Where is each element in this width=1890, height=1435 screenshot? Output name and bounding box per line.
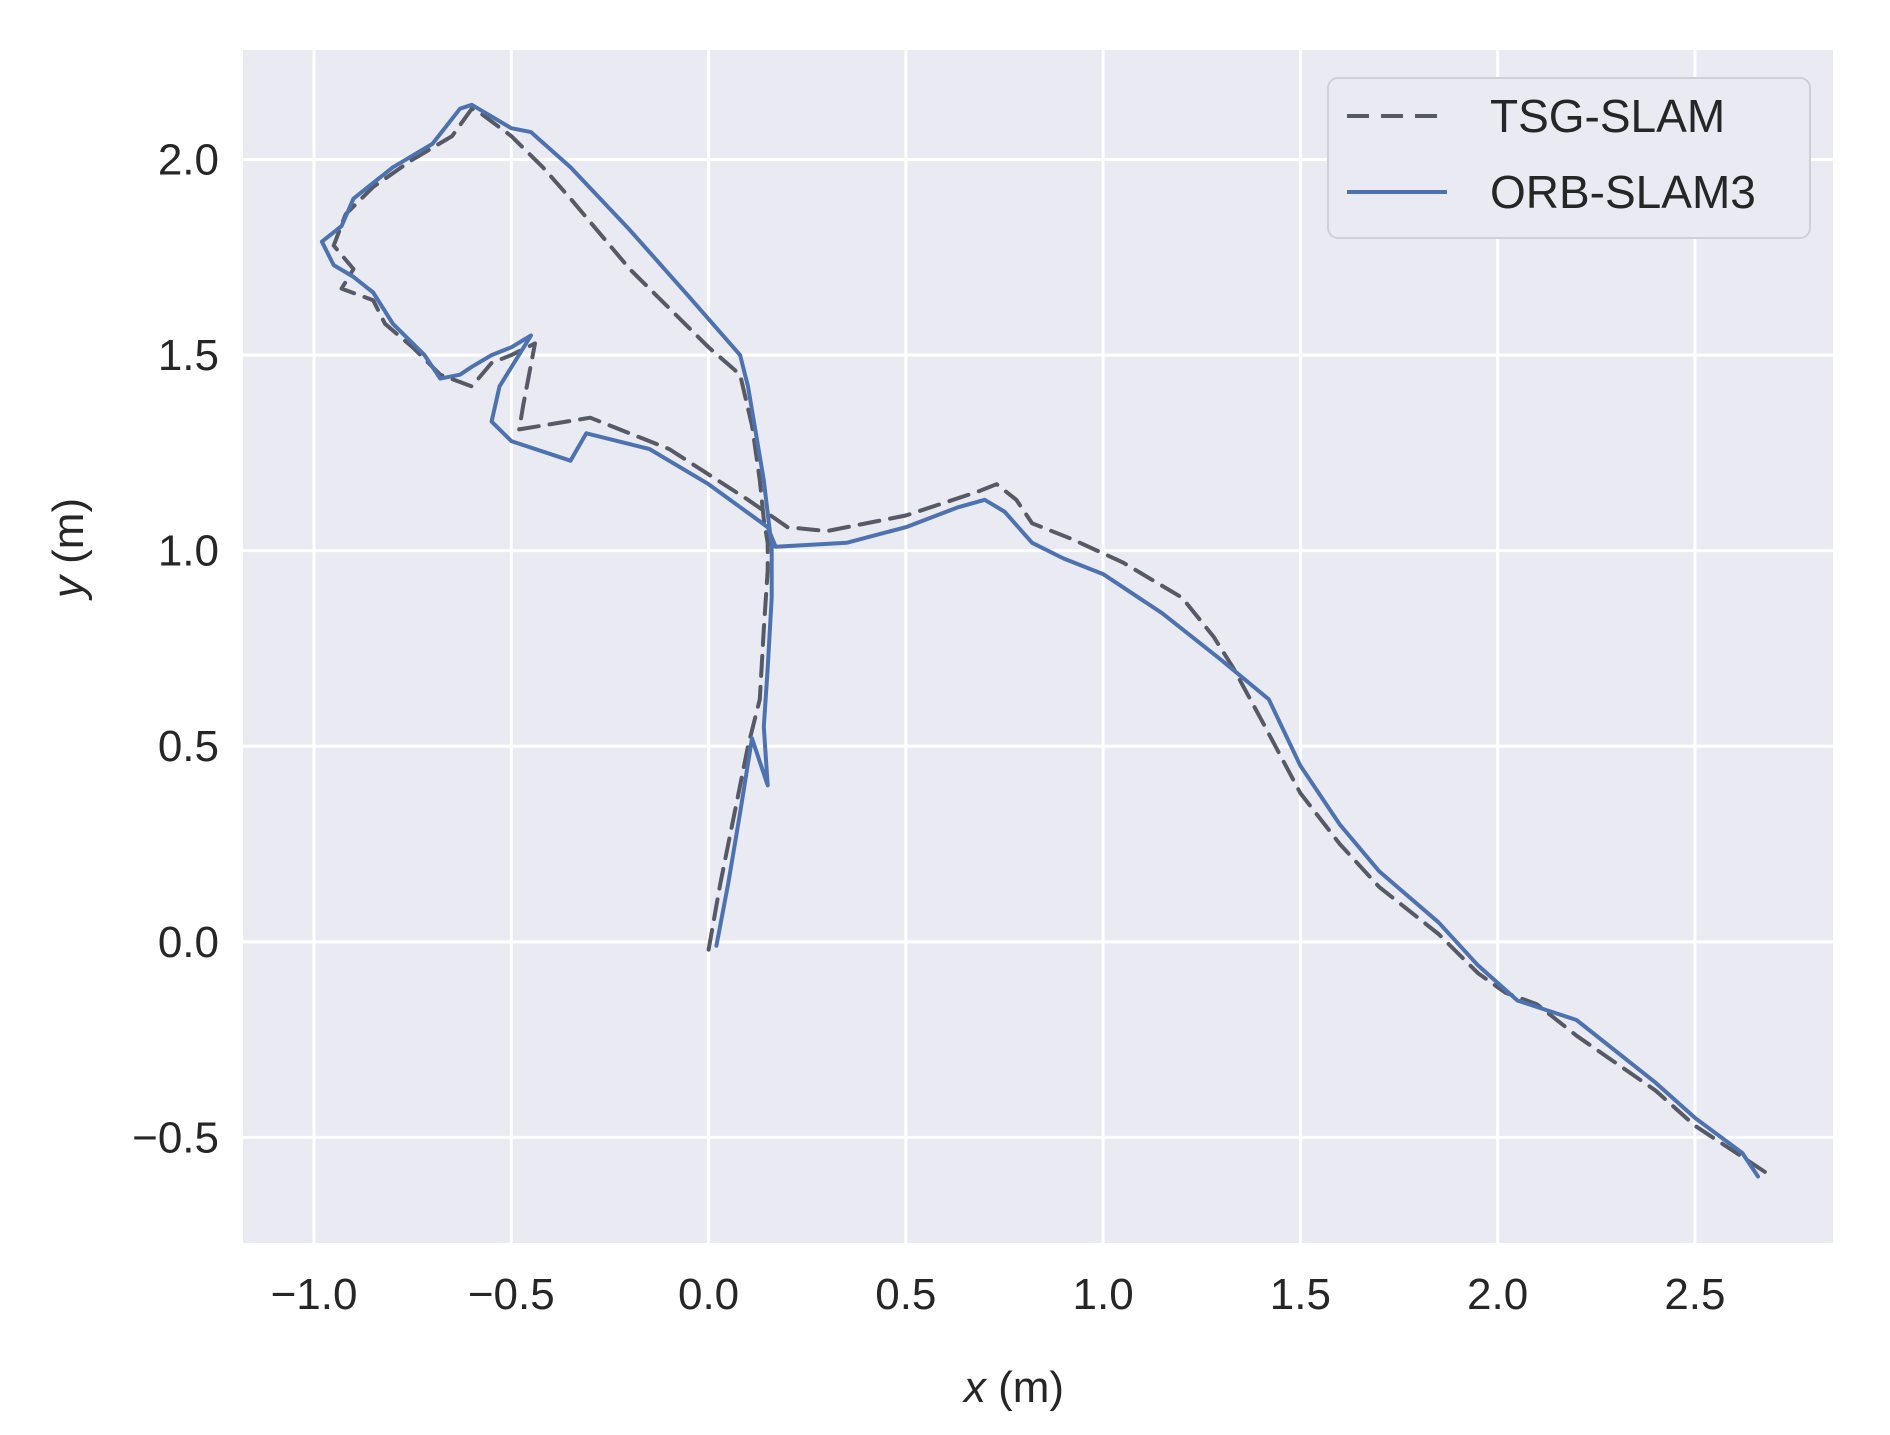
y-tick-label: 2.0 bbox=[158, 136, 219, 185]
series-layer bbox=[319, 102, 1768, 1179]
legend-label-orb-slam3: ORB-SLAM3 bbox=[1490, 166, 1756, 218]
plot-background bbox=[243, 50, 1833, 1243]
x-tick-label: 2.0 bbox=[1467, 1270, 1528, 1319]
y-tick-label: 0.5 bbox=[158, 722, 219, 771]
legend-label-tsg-slam: TSG-SLAM bbox=[1490, 90, 1725, 142]
y-axis-label: y (m) bbox=[44, 498, 93, 601]
y-tick-label: 1.0 bbox=[158, 527, 219, 576]
x-tick-label: 1.5 bbox=[1270, 1270, 1331, 1319]
x-tick-label: 0.0 bbox=[678, 1270, 739, 1319]
series-line-orb-slam3 bbox=[319, 102, 1760, 1179]
y-tick-label: 0.0 bbox=[158, 918, 219, 967]
x-axis-label: x (m) bbox=[962, 1363, 1064, 1412]
y-tick-label: −0.5 bbox=[132, 1113, 219, 1162]
x-tick-label: 1.0 bbox=[1073, 1270, 1134, 1319]
x-tick-labels: −1.0 −0.5 0.0 0.5 1.0 1.5 2.0 2.5 bbox=[271, 1270, 1726, 1319]
x-tick-label: −0.5 bbox=[468, 1270, 555, 1319]
x-tick-label: 0.5 bbox=[875, 1270, 936, 1319]
x-tick-label: 2.5 bbox=[1664, 1270, 1725, 1319]
series-line-tsg-slam bbox=[331, 106, 1768, 1175]
legend-box bbox=[1327, 77, 1811, 239]
legend: TSG-SLAM ORB-SLAM3 bbox=[1327, 77, 1811, 239]
grid-lines bbox=[243, 50, 1833, 1243]
x-tick-label: −1.0 bbox=[271, 1270, 358, 1319]
y-tick-labels: −0.5 0.0 0.5 1.0 1.5 2.0 bbox=[132, 136, 219, 1163]
y-tick-label: 1.5 bbox=[158, 331, 219, 380]
